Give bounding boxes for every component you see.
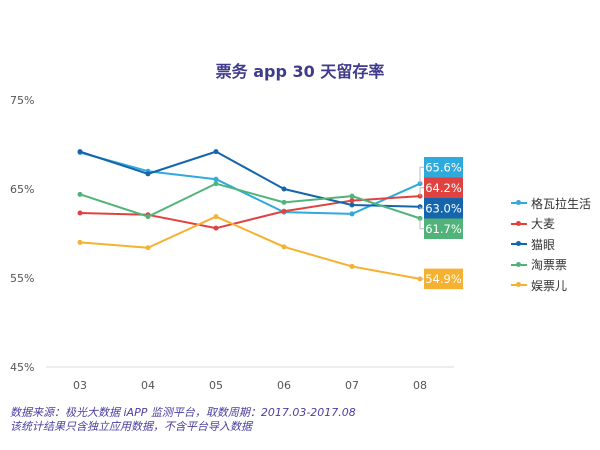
data-point	[145, 171, 151, 177]
legend-label: 大麦	[531, 217, 556, 232]
series-line	[79, 215, 421, 280]
source-line-2: 该统计结果只含独立应用数据，不含平台导入数据	[10, 420, 252, 433]
legend-label: 猫眼	[531, 237, 556, 252]
x-tick-label: 07	[345, 379, 359, 392]
end-label-text: 65.6%	[425, 160, 462, 174]
data-point	[77, 239, 83, 245]
source-line-1: 数据来源：极光大数据 iAPP 监测平台，取数周期：2017.03-2017.0…	[10, 406, 356, 419]
y-tick-label: 55%	[10, 272, 34, 285]
data-point	[349, 263, 355, 269]
legend-item[interactable]: 娱票儿	[511, 275, 591, 296]
x-tick-label: 03	[73, 379, 87, 392]
data-point	[77, 149, 83, 155]
end-label-box	[424, 177, 463, 198]
x-tick-label: 04	[141, 379, 155, 392]
legend-swatch-icon	[511, 220, 527, 226]
end-label-text: 63.0%	[425, 201, 462, 215]
label-connector	[419, 166, 424, 184]
legend-label: 娱票儿	[531, 278, 568, 293]
data-point	[213, 176, 219, 182]
data-point	[349, 202, 355, 208]
label-connector	[419, 218, 424, 230]
legend-swatch-icon	[511, 261, 527, 267]
data-point	[213, 214, 219, 220]
legend-label: 淘票票	[531, 258, 568, 273]
legend-item[interactable]: 淘票票	[511, 255, 591, 276]
x-tick-label: 08	[413, 379, 427, 392]
source-note: 数据来源：极光大数据 iAPP 监测平台，取数周期：2017.03-2017.0…	[10, 406, 356, 434]
end-label-box	[424, 218, 463, 239]
data-point	[77, 191, 83, 197]
label-connector	[419, 206, 424, 209]
end-label-text: 54.9%	[425, 272, 462, 286]
y-tick-label: 45%	[10, 361, 34, 374]
series-line	[79, 151, 421, 215]
data-point	[281, 199, 287, 205]
y-tick-label: 65%	[10, 183, 34, 196]
legend: 格瓦拉生活大麦猫眼淘票票娱票儿	[511, 193, 591, 296]
data-point	[77, 210, 83, 216]
legend-item[interactable]: 大麦	[511, 214, 591, 235]
legend-swatch-icon	[511, 282, 527, 288]
chart-title: 票务 app 30 天留存率	[215, 62, 385, 81]
legend-swatch-icon	[511, 200, 527, 206]
data-point	[145, 214, 151, 220]
data-point	[145, 245, 151, 251]
legend-item[interactable]: 猫眼	[511, 234, 591, 255]
data-point	[349, 198, 355, 204]
legend-label: 格瓦拉生活	[531, 196, 592, 211]
y-tick-label: 75%	[10, 94, 34, 107]
legend-swatch-icon	[511, 241, 527, 247]
x-tick-label: 06	[277, 379, 291, 392]
end-label-text: 64.2%	[425, 181, 462, 195]
data-point	[213, 149, 219, 155]
data-point	[349, 193, 355, 199]
data-point	[349, 211, 355, 217]
end-label-box	[424, 268, 463, 290]
label-connector	[419, 187, 424, 197]
data-point	[213, 225, 219, 231]
data-point	[281, 208, 287, 214]
end-label-text: 61.7%	[425, 222, 462, 236]
end-label-box	[424, 157, 463, 178]
end-label-box	[424, 198, 463, 219]
series-line	[79, 182, 421, 220]
series-line	[79, 150, 421, 208]
x-tick-label: 05	[209, 379, 223, 392]
data-point	[281, 186, 287, 192]
data-point	[213, 181, 219, 187]
data-point	[281, 244, 287, 250]
legend-item[interactable]: 格瓦拉生活	[511, 193, 591, 214]
